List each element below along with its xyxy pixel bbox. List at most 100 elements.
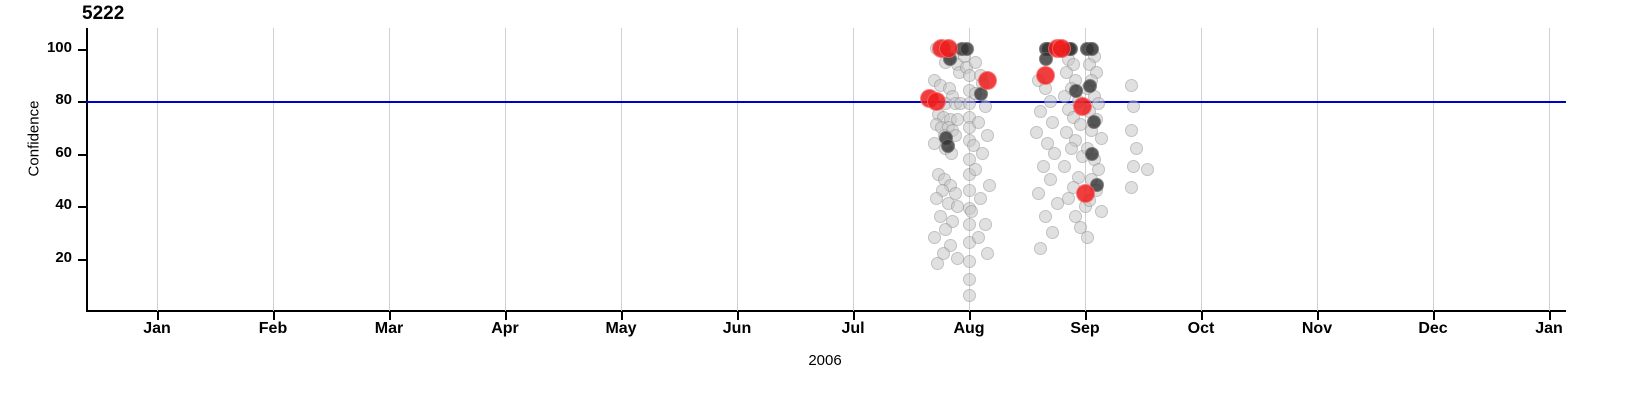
data-point <box>933 210 947 224</box>
x-tick-6 <box>853 312 855 320</box>
data-point <box>971 115 985 129</box>
data-point <box>1087 115 1102 130</box>
chart-title: 5222 <box>82 3 125 24</box>
x-axis-line <box>86 310 1566 312</box>
x-tick-3 <box>505 312 507 320</box>
y-tick-100 <box>78 48 87 51</box>
x-tick-9 <box>1201 312 1203 320</box>
x-tick-7 <box>969 312 971 320</box>
data-point <box>1046 115 1060 129</box>
data-point <box>962 218 976 232</box>
x-tick-label-apr-3: Apr <box>491 320 519 337</box>
y-tick-60 <box>78 153 87 156</box>
y-tick-20 <box>78 258 87 261</box>
data-point <box>976 147 990 161</box>
gridline-apr-3 <box>505 28 506 311</box>
data-point <box>962 183 976 197</box>
data-point <box>983 178 997 192</box>
data-point <box>978 218 992 232</box>
x-tick-label-mar-2: Mar <box>374 320 404 337</box>
data-point <box>1084 41 1099 56</box>
data-point <box>927 231 941 245</box>
data-point <box>1046 225 1060 239</box>
data-point <box>962 273 976 287</box>
data-point <box>1124 181 1138 195</box>
data-point <box>1124 123 1138 137</box>
x-tick-4 <box>621 312 623 320</box>
gridline-jan-0 <box>157 28 158 311</box>
data-point <box>1073 220 1087 234</box>
data-point <box>962 97 976 111</box>
data-point <box>1029 126 1043 140</box>
data-point <box>1057 160 1071 174</box>
data-point <box>1141 163 1155 176</box>
x-tick-label-sep-8: Sep <box>1070 320 1100 337</box>
data-point <box>1068 83 1083 98</box>
data-point <box>1048 147 1062 161</box>
y-tick-80 <box>78 101 87 104</box>
data-point <box>938 39 958 59</box>
x-tick-label-feb-1: Feb <box>258 320 288 337</box>
data-point <box>962 288 976 302</box>
data-point <box>1050 197 1064 211</box>
data-point <box>1127 100 1141 114</box>
x-axis-title: 2006 <box>808 352 842 369</box>
gridline-jun-5 <box>737 28 738 311</box>
x-tick-label-jan-12: Jan <box>1535 320 1563 337</box>
data-point <box>1124 79 1138 93</box>
data-point <box>1092 97 1106 111</box>
data-point <box>962 152 976 166</box>
data-point <box>1084 146 1099 161</box>
data-point <box>1129 142 1143 156</box>
data-point <box>1092 163 1106 176</box>
data-point <box>927 91 947 111</box>
data-point <box>1043 94 1057 108</box>
plot-area <box>86 28 1566 311</box>
data-point <box>1036 160 1050 174</box>
data-point <box>1075 183 1095 203</box>
gridline-nov-10 <box>1317 28 1318 311</box>
data-point <box>981 246 995 260</box>
x-tick-label-dec-11: Dec <box>1418 320 1448 337</box>
data-point <box>1052 39 1072 59</box>
data-point <box>959 41 974 56</box>
x-tick-0 <box>157 312 159 320</box>
data-point <box>969 55 983 69</box>
data-point <box>950 199 964 213</box>
data-point <box>1034 105 1048 119</box>
y-tick-label-100: 100 <box>46 38 72 56</box>
data-point <box>1064 142 1078 156</box>
data-point <box>931 257 945 271</box>
y-tick-label-40: 40 <box>55 196 72 214</box>
x-tick-label-jul-6: Jul <box>841 320 865 337</box>
data-point <box>1036 65 1056 85</box>
x-tick-label-oct-9: Oct <box>1187 320 1215 337</box>
data-point <box>1039 210 1053 224</box>
data-point <box>1062 191 1076 205</box>
data-point <box>1032 186 1046 200</box>
gridline-jul-6 <box>853 28 854 311</box>
y-axis-line <box>86 28 88 311</box>
data-point <box>1080 231 1094 245</box>
data-point <box>948 186 962 200</box>
gridline-dec-11 <box>1433 28 1434 311</box>
y-tick-label-80: 80 <box>55 91 72 109</box>
data-point <box>969 163 983 176</box>
gridline-jan-12 <box>1549 28 1550 311</box>
x-tick-8 <box>1085 312 1087 320</box>
data-point <box>1043 173 1057 187</box>
data-point <box>950 252 964 266</box>
x-tick-label-may-4: May <box>605 320 637 337</box>
data-point <box>1082 78 1097 93</box>
data-point <box>1094 131 1108 145</box>
x-tick-label-nov-10: Nov <box>1301 320 1333 337</box>
data-point <box>971 231 985 245</box>
data-point <box>1034 241 1048 255</box>
data-point <box>978 100 992 114</box>
data-point <box>964 204 978 218</box>
gridline-oct-9 <box>1201 28 1202 311</box>
data-point <box>941 138 956 153</box>
data-point <box>962 254 976 268</box>
data-point <box>1041 136 1055 150</box>
